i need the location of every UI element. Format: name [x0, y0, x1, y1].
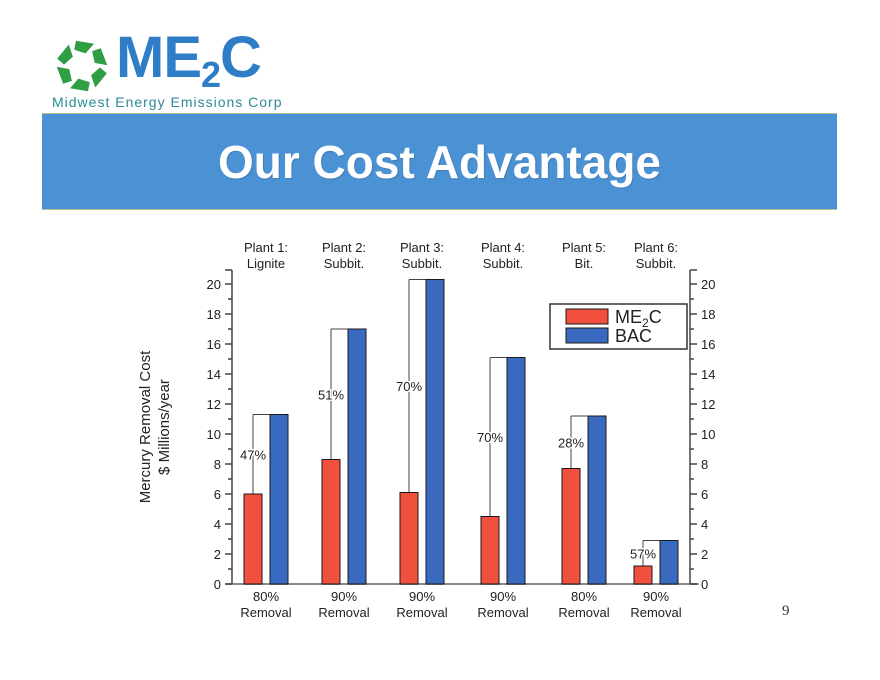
- left-tick-label: 6: [214, 487, 221, 502]
- brand-name: ME2C: [116, 25, 262, 93]
- right-tick-label: 8: [701, 457, 708, 472]
- left-tick-label: 4: [214, 517, 221, 532]
- brand-prefix: ME: [116, 25, 202, 90]
- bar-me2c-plant-1: [243, 493, 263, 585]
- logo-blade: [57, 44, 73, 65]
- right-tick-label: 14: [701, 367, 715, 382]
- bar-bac-plant-1: [269, 414, 289, 585]
- plant-label-line2: Subbit.: [483, 256, 523, 271]
- logo-blade: [70, 78, 90, 92]
- left-tick-label: 12: [207, 397, 221, 412]
- plant-label-line1: Plant 1:: [244, 240, 288, 255]
- removal-label-line1: 90%: [331, 589, 357, 604]
- plant-label-line2: Subbit.: [324, 256, 364, 271]
- savings-label-plant-3: 70%: [396, 379, 422, 394]
- bar-bac-plant-3: [425, 279, 445, 585]
- removal-label-line2: Removal: [477, 605, 528, 620]
- plant-label-line2: Lignite: [247, 256, 285, 271]
- left-tick-label: 14: [207, 367, 221, 382]
- left-tick-label: 20: [207, 277, 221, 292]
- right-tick-label: 2: [701, 547, 708, 562]
- removal-label-line2: Removal: [318, 605, 369, 620]
- plant-label-line2: Subbit.: [636, 256, 676, 271]
- right-tick-label: 12: [701, 397, 715, 412]
- removal-label-line1: 90%: [409, 589, 435, 604]
- removal-label-line1: 80%: [571, 589, 597, 604]
- right-tick-label: 20: [701, 277, 715, 292]
- left-tick-label: 16: [207, 337, 221, 352]
- legend-swatch-bac: [565, 327, 609, 344]
- bar-me2c-plant-2: [321, 459, 341, 585]
- bar-me2c-plant-5: [561, 468, 581, 585]
- logo-blade: [91, 67, 107, 88]
- page-number: 9: [782, 603, 790, 619]
- savings-label-plant-5: 28%: [558, 435, 584, 450]
- company-logo: ME2C Midwest Energy Emissions Corp: [50, 26, 350, 114]
- savings-label-plant-1: 47%: [240, 447, 266, 462]
- bar-me2c-plant-6: [633, 565, 653, 585]
- right-tick-label: 6: [701, 487, 708, 502]
- logo-blade: [56, 66, 72, 84]
- brand-suffix: C: [220, 25, 262, 90]
- plant-label-line1: Plant 2:: [322, 240, 366, 255]
- company-tagline: Midwest Energy Emissions Corp: [52, 94, 283, 110]
- right-tick-label: 18: [701, 307, 715, 322]
- bar-bac-plant-2: [347, 328, 367, 585]
- removal-label-line2: Removal: [396, 605, 447, 620]
- left-tick-label: 2: [214, 547, 221, 562]
- bar-bac-plant-4: [506, 357, 526, 585]
- left-tick-label: 0: [214, 577, 221, 592]
- right-tick-label: 0: [701, 577, 708, 592]
- removal-label-line2: Removal: [630, 605, 681, 620]
- removal-label-line1: 90%: [490, 589, 516, 604]
- bar-bac-plant-6: [659, 540, 679, 585]
- removal-label-line2: Removal: [240, 605, 291, 620]
- right-tick-label: 10: [701, 427, 715, 442]
- slide-title: Our Cost Advantage: [217, 135, 662, 188]
- plant-label-line2: Bit.: [575, 256, 594, 271]
- brand-subscript: 2: [201, 54, 221, 95]
- savings-label-plant-6: 57%: [630, 546, 656, 561]
- right-tick-label: 16: [701, 337, 715, 352]
- plant-label-line1: Plant 6:: [634, 240, 678, 255]
- y-axis-title-line1: Mercury Removal Cost: [137, 350, 154, 503]
- logo-blade: [92, 48, 108, 66]
- bar-me2c-plant-3: [399, 492, 419, 585]
- left-tick-label: 8: [214, 457, 221, 472]
- removal-label-line2: Removal: [558, 605, 609, 620]
- plant-label-line1: Plant 5:: [562, 240, 606, 255]
- plant-label-line1: Plant 4:: [481, 240, 525, 255]
- title-banner: Our Cost Advantage: [42, 113, 837, 210]
- removal-label-line1: 80%: [253, 589, 279, 604]
- plant-label-line1: Plant 3:: [400, 240, 444, 255]
- left-tick-label: 18: [207, 307, 221, 322]
- logo-blade: [74, 40, 94, 54]
- savings-label-plant-4: 70%: [477, 430, 503, 445]
- plant-label-line2: Subbit.: [402, 256, 442, 271]
- y-axis-title-line2: $ Millions/year: [156, 379, 173, 475]
- left-tick-label: 10: [207, 427, 221, 442]
- right-tick-label: 4: [701, 517, 708, 532]
- bar-me2c-plant-4: [480, 516, 500, 585]
- savings-label-plant-2: 51%: [318, 387, 344, 402]
- legend-swatch-me2c: [565, 308, 609, 325]
- removal-label-line1: 90%: [643, 589, 669, 604]
- bar-bac-plant-5: [587, 415, 607, 585]
- legend-label-me2c: ME2C: [615, 307, 662, 330]
- aperture-logo-icon: [56, 40, 108, 92]
- legend-label-bac: BAC: [615, 326, 652, 346]
